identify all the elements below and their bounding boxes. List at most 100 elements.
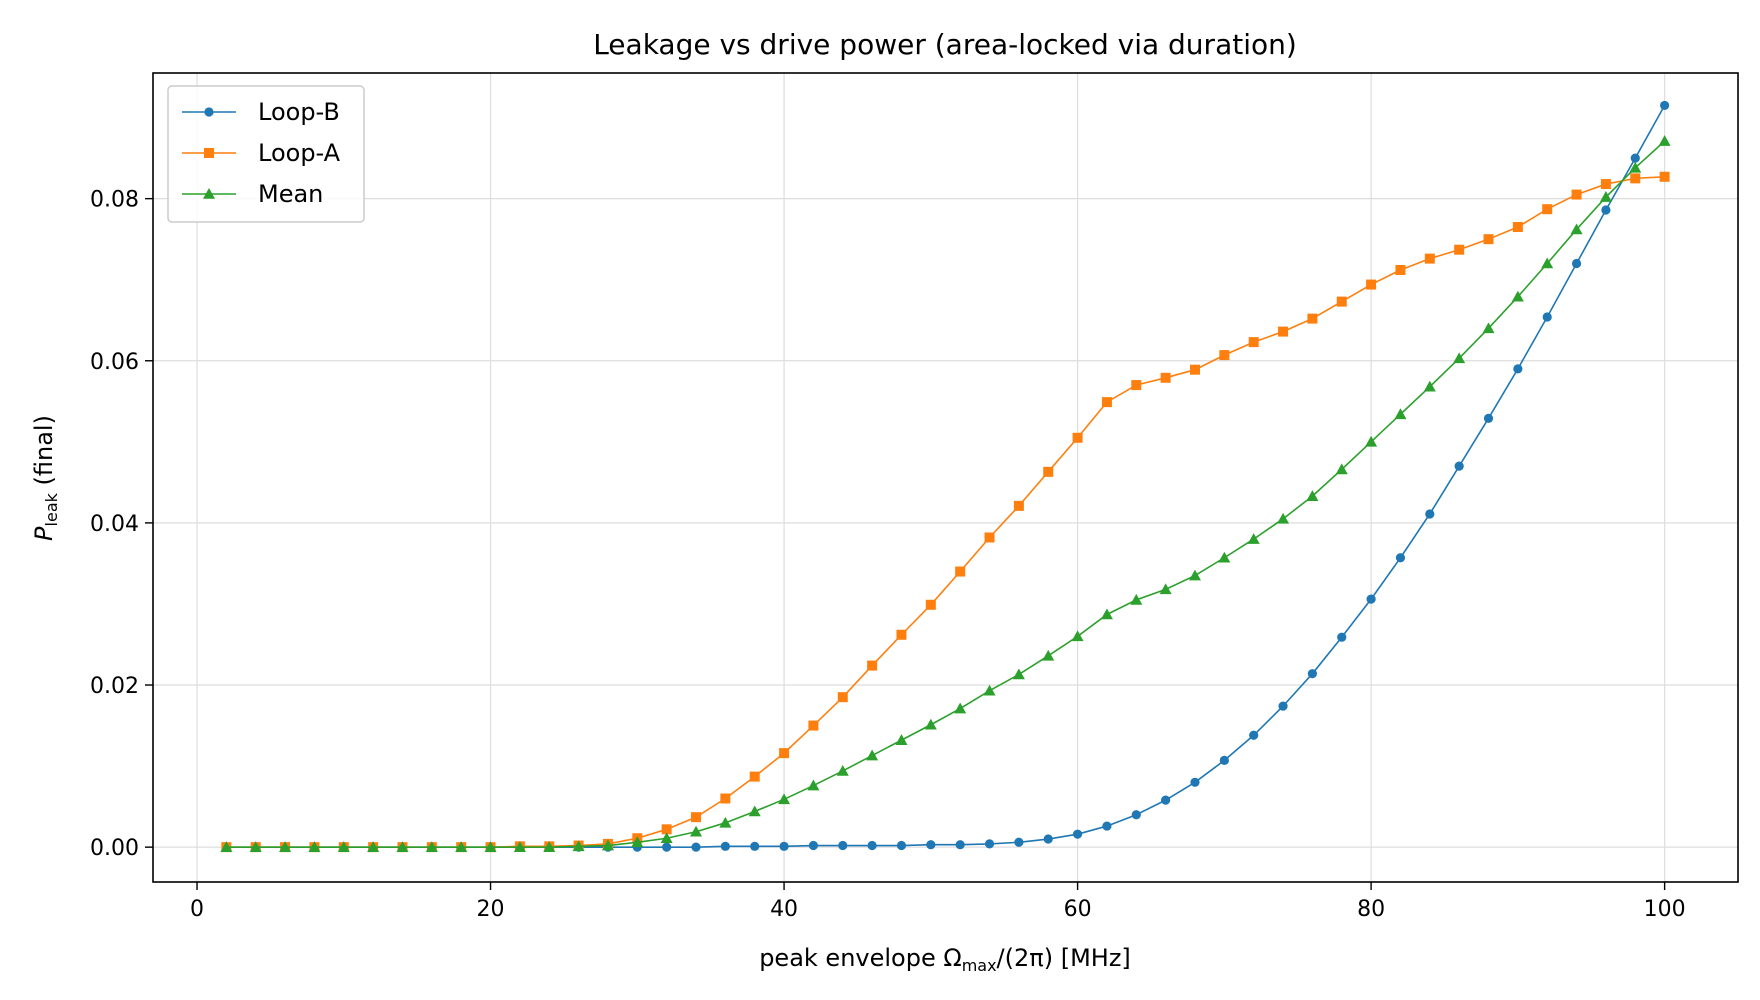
data-point-mean bbox=[1100, 608, 1113, 620]
data-point-mean bbox=[543, 841, 556, 852]
data-point-loop-b bbox=[838, 840, 848, 851]
data-point-mean bbox=[1394, 408, 1407, 420]
data-point-mean bbox=[455, 841, 468, 852]
x-tick-label: 60 bbox=[1064, 897, 1092, 922]
data-point-mean bbox=[807, 779, 820, 791]
data-point-loop-b bbox=[984, 839, 995, 849]
data-point-loop-a bbox=[1278, 326, 1289, 337]
data-point-loop-b bbox=[1454, 461, 1464, 471]
data-point-loop-b bbox=[1395, 553, 1406, 563]
data-point-mean bbox=[279, 841, 292, 852]
y-tick-label: 0.06 bbox=[90, 350, 139, 375]
series-layer bbox=[220, 100, 1671, 853]
series-loop-b bbox=[221, 100, 1670, 852]
data-point-mean bbox=[1453, 352, 1466, 364]
x-tick-label: 100 bbox=[1644, 897, 1686, 922]
data-point-loop-a bbox=[1189, 364, 1200, 375]
legend-marker bbox=[203, 188, 215, 199]
y-tick-label: 0.04 bbox=[90, 512, 139, 537]
data-point-loop-b bbox=[1043, 834, 1053, 844]
data-point-loop-a bbox=[1160, 372, 1171, 383]
data-point-loop-b bbox=[1571, 258, 1582, 269]
data-point-loop-b bbox=[1249, 730, 1259, 740]
data-point-mean bbox=[1599, 191, 1612, 202]
y-tick-label: 0.00 bbox=[90, 836, 139, 861]
data-point-mean bbox=[1130, 593, 1143, 605]
data-point-mean bbox=[1365, 435, 1378, 447]
legend-marker bbox=[204, 107, 214, 117]
data-point-mean bbox=[836, 764, 849, 776]
legend-box bbox=[167, 85, 365, 223]
data-point-mean bbox=[778, 793, 791, 805]
data-point-loop-a bbox=[1424, 253, 1435, 264]
data-point-mean bbox=[601, 839, 614, 851]
legend-label: Loop-B bbox=[258, 98, 340, 126]
y-axis-label: Pleak (final) bbox=[30, 415, 61, 541]
data-point-mean bbox=[954, 702, 967, 714]
data-point-mean bbox=[1277, 512, 1290, 524]
data-point-loop-b bbox=[1542, 312, 1552, 322]
data-point-loop-a bbox=[720, 793, 731, 804]
data-point-loop-a bbox=[661, 824, 672, 835]
data-point-mean bbox=[895, 734, 908, 745]
data-point-mean bbox=[983, 684, 996, 696]
data-point-mean bbox=[1071, 630, 1084, 642]
data-point-mean bbox=[1012, 668, 1025, 680]
data-point-loop-b bbox=[926, 840, 936, 850]
data-point-mean bbox=[1218, 551, 1231, 563]
legend-marker bbox=[204, 148, 214, 158]
x-tick-label: 80 bbox=[1357, 897, 1385, 922]
data-point-loop-a bbox=[1307, 313, 1318, 324]
data-point-mean bbox=[1159, 583, 1172, 595]
data-point-loop-b bbox=[1131, 810, 1141, 820]
data-point-mean bbox=[1306, 490, 1319, 501]
data-point-loop-b bbox=[1102, 821, 1112, 831]
data-point-loop-b bbox=[896, 840, 907, 851]
data-point-mean bbox=[660, 832, 673, 844]
data-point-mean bbox=[513, 841, 526, 852]
legend-label: Loop-A bbox=[258, 139, 341, 167]
series-line-mean bbox=[226, 140, 1666, 848]
data-point-loop-a bbox=[1571, 189, 1582, 200]
data-point-loop-b bbox=[750, 841, 760, 851]
data-point-loop-a bbox=[1512, 222, 1523, 233]
data-point-mean bbox=[1247, 533, 1260, 544]
x-tick-label: 0 bbox=[190, 897, 204, 922]
data-point-loop-a bbox=[1366, 279, 1377, 290]
data-point-mean bbox=[396, 841, 409, 852]
data-point-loop-a bbox=[1219, 350, 1230, 361]
x-axis-label: peak envelope Ωmax/(2π) [MHz] bbox=[759, 944, 1131, 975]
grid bbox=[153, 73, 1738, 882]
data-point-mean bbox=[572, 840, 585, 852]
data-point-mean bbox=[1482, 322, 1495, 334]
data-point-loop-b bbox=[1190, 777, 1200, 787]
data-point-loop-a bbox=[1395, 264, 1406, 275]
data-point-loop-a bbox=[749, 771, 760, 782]
data-point-mean bbox=[690, 825, 703, 837]
data-point-mean bbox=[924, 718, 937, 730]
data-point-loop-b bbox=[779, 841, 789, 851]
legend: Loop-B Loop-A Mean bbox=[167, 85, 365, 223]
data-point-mean bbox=[425, 841, 438, 852]
data-point-mean bbox=[1658, 135, 1671, 146]
data-point-loop-b bbox=[1161, 795, 1171, 805]
data-point-mean bbox=[367, 841, 380, 852]
data-point-mean bbox=[1570, 223, 1583, 235]
data-point-mean bbox=[1541, 257, 1554, 269]
data-point-loop-b bbox=[1337, 632, 1347, 642]
data-point-mean bbox=[1042, 649, 1055, 661]
data-point-mean bbox=[220, 841, 233, 852]
data-point-loop-a bbox=[808, 720, 819, 731]
data-point-loop-a bbox=[1542, 204, 1553, 215]
data-point-loop-a bbox=[1043, 466, 1054, 477]
legend-item-mean: Mean bbox=[182, 180, 323, 208]
data-point-mean bbox=[249, 841, 262, 852]
x-tick-label: 40 bbox=[770, 897, 798, 922]
data-point-loop-a bbox=[867, 660, 878, 671]
data-point-loop-b bbox=[1660, 100, 1670, 111]
data-point-mean bbox=[337, 841, 350, 852]
data-point-loop-a bbox=[691, 812, 702, 823]
data-point-mean bbox=[1335, 463, 1348, 475]
data-point-loop-a bbox=[837, 692, 848, 703]
